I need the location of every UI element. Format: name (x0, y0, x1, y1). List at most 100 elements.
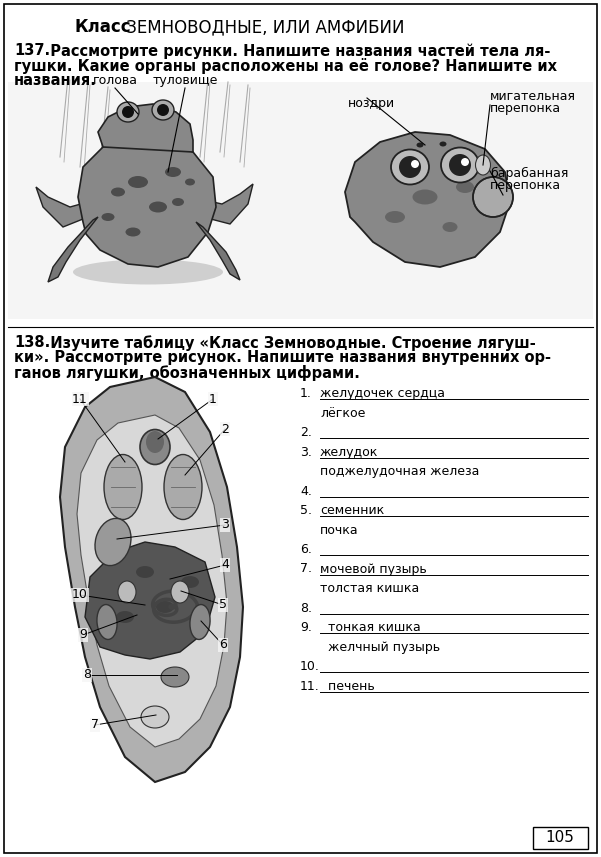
Text: Изучите таблицу «Класс Земноводные. Строение лягуш-: Изучите таблицу «Класс Земноводные. Стро… (40, 335, 535, 351)
Text: ноздри: ноздри (348, 97, 395, 110)
Ellipse shape (181, 576, 199, 588)
Text: желудок: желудок (320, 446, 379, 458)
Ellipse shape (102, 213, 115, 221)
Text: 2.: 2. (300, 426, 312, 439)
Text: лёгкое: лёгкое (320, 406, 365, 419)
Text: гушки. Какие органы расположены на её голове? Напишите их: гушки. Какие органы расположены на её го… (14, 58, 557, 74)
Ellipse shape (126, 227, 141, 237)
Circle shape (473, 177, 513, 217)
Ellipse shape (116, 611, 134, 623)
Bar (533, 827, 588, 849)
Ellipse shape (152, 100, 174, 120)
Text: 3.: 3. (300, 446, 312, 458)
Ellipse shape (456, 181, 474, 193)
Text: желудочек сердца: желудочек сердца (320, 387, 445, 400)
Text: 11.: 11. (300, 680, 320, 692)
Text: 10: 10 (72, 589, 88, 602)
Ellipse shape (412, 189, 438, 205)
Polygon shape (98, 104, 193, 152)
Ellipse shape (128, 176, 148, 188)
Text: мигательная: мигательная (490, 90, 576, 103)
Text: печень: печень (320, 680, 375, 692)
Text: мочевой пузырь: мочевой пузырь (320, 562, 427, 576)
Text: 10.: 10. (300, 660, 320, 673)
Ellipse shape (118, 581, 136, 603)
Text: 7.: 7. (300, 562, 312, 576)
Ellipse shape (161, 667, 189, 687)
Text: 1.: 1. (300, 387, 312, 400)
Text: 8: 8 (83, 668, 91, 681)
Text: 105: 105 (546, 830, 575, 846)
Polygon shape (203, 184, 253, 224)
Text: поджелудочная железа: поджелудочная железа (320, 465, 480, 478)
Ellipse shape (141, 706, 169, 728)
Text: 5: 5 (219, 598, 227, 612)
Ellipse shape (122, 106, 134, 118)
Ellipse shape (461, 158, 469, 166)
Polygon shape (60, 377, 243, 782)
Ellipse shape (149, 201, 167, 213)
Text: барабанная: барабанная (490, 167, 569, 180)
Text: 7: 7 (91, 718, 99, 732)
Polygon shape (85, 542, 215, 659)
Text: голова: голова (93, 74, 138, 87)
Text: ки». Рассмотрите рисунок. Напишите названия внутренних ор-: ки». Рассмотрите рисунок. Напишите назва… (14, 350, 551, 365)
Text: 5.: 5. (300, 504, 312, 517)
Ellipse shape (475, 155, 490, 175)
Ellipse shape (117, 102, 139, 122)
Ellipse shape (111, 188, 125, 196)
Text: семенник: семенник (320, 504, 384, 517)
Ellipse shape (171, 581, 189, 603)
Polygon shape (345, 132, 510, 267)
Text: 11: 11 (72, 393, 88, 405)
Text: 1: 1 (209, 393, 217, 405)
Polygon shape (48, 217, 98, 282)
Text: Класс: Класс (75, 18, 132, 36)
Ellipse shape (411, 160, 419, 168)
Ellipse shape (140, 429, 170, 464)
Ellipse shape (104, 454, 142, 519)
Ellipse shape (416, 142, 424, 147)
Ellipse shape (190, 604, 210, 639)
Polygon shape (77, 415, 227, 747)
Text: 4: 4 (221, 559, 229, 572)
Ellipse shape (97, 604, 117, 639)
Text: 8.: 8. (300, 602, 312, 614)
Text: ганов лягушки, обозначенных цифрами.: ганов лягушки, обозначенных цифрами. (14, 365, 360, 381)
Ellipse shape (399, 156, 421, 178)
Ellipse shape (442, 222, 457, 232)
Text: 9.: 9. (300, 621, 312, 634)
Text: ЗЕМНОВОДНЫЕ, ИЛИ АМФИБИИ: ЗЕМНОВОДНЫЕ, ИЛИ АМФИБИИ (121, 18, 404, 36)
Ellipse shape (441, 147, 479, 183)
Text: Рассмотрите рисунки. Напишите названия частей тела ля-: Рассмотрите рисунки. Напишите названия ч… (40, 43, 551, 58)
Ellipse shape (185, 178, 195, 185)
Ellipse shape (172, 198, 184, 206)
Ellipse shape (157, 104, 169, 116)
Polygon shape (196, 222, 240, 280)
Text: 138.: 138. (14, 335, 50, 350)
Ellipse shape (391, 149, 429, 184)
Text: 2: 2 (221, 423, 229, 435)
Text: туловище: туловище (152, 74, 218, 87)
Ellipse shape (165, 167, 181, 177)
Ellipse shape (385, 211, 405, 223)
Text: 137.: 137. (14, 43, 50, 58)
Ellipse shape (449, 154, 471, 176)
Ellipse shape (439, 141, 447, 147)
Bar (8, 82, 593, 319)
Text: 9: 9 (79, 628, 87, 642)
Text: тонкая кишка: тонкая кишка (320, 621, 421, 634)
Polygon shape (78, 137, 216, 267)
Polygon shape (36, 187, 88, 227)
Text: почка: почка (320, 524, 359, 536)
Text: 6: 6 (219, 638, 227, 651)
Ellipse shape (164, 454, 202, 519)
Text: перепонка: перепонка (490, 102, 561, 115)
Ellipse shape (136, 566, 154, 578)
Ellipse shape (95, 518, 131, 566)
Text: желчный пузырь: желчный пузырь (320, 640, 440, 654)
Text: 3: 3 (221, 518, 229, 531)
Text: перепонка: перепонка (490, 179, 561, 192)
Ellipse shape (73, 260, 223, 285)
Text: 4.: 4. (300, 484, 312, 498)
